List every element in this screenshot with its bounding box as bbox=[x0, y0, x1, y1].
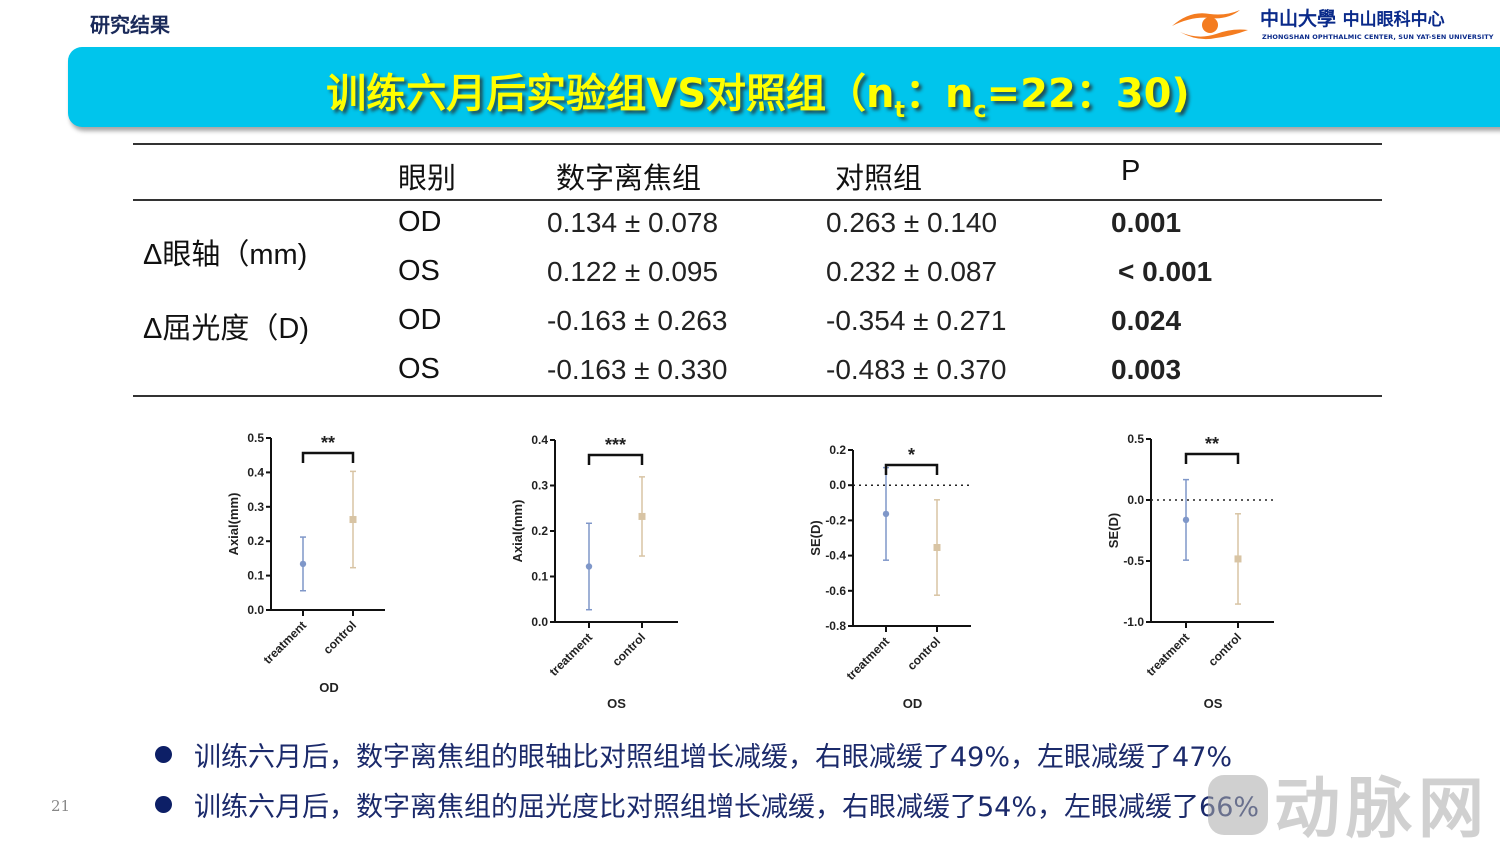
y-tick-label: 0.4 bbox=[531, 433, 548, 447]
y-tick-label: -0.4 bbox=[825, 549, 846, 563]
page-number: 21 bbox=[51, 797, 71, 815]
treatment-mean-point bbox=[299, 560, 307, 568]
control-mean-point bbox=[349, 516, 357, 524]
row-p: 0.024 bbox=[1111, 305, 1182, 336]
logo: 中山大學 中山眼科中心 ZHONGSHAN OPHTHALMIC CENTER,… bbox=[1170, 2, 1494, 44]
x-axis-label: OS bbox=[1204, 696, 1223, 711]
row-eye: OD bbox=[398, 304, 442, 336]
row-treatment: -0.163 ± 0.330 bbox=[547, 354, 728, 385]
y-tick-label: 0.2 bbox=[531, 524, 548, 538]
logo-cn-name: 中山大學 中山眼科中心 bbox=[1260, 8, 1445, 30]
table-bottom-rule bbox=[133, 395, 1382, 397]
bullet-dot-icon bbox=[155, 746, 172, 763]
control-mean-point bbox=[638, 512, 646, 520]
bullet-dot-icon bbox=[155, 796, 172, 813]
treatment-mean-point bbox=[585, 563, 593, 570]
y-axis-label: SE(D) bbox=[1106, 513, 1121, 548]
significance-bracket bbox=[1184, 452, 1240, 464]
x-category-label: control bbox=[1205, 630, 1244, 669]
row-p: < 0.001 bbox=[1118, 256, 1213, 287]
y-tick-label: 0.5 bbox=[1127, 432, 1144, 446]
x-category-label: treatment bbox=[1144, 630, 1193, 679]
row-eye: OS bbox=[398, 353, 440, 385]
eye-logo-icon bbox=[1172, 10, 1248, 40]
y-tick-label: 0.0 bbox=[1127, 493, 1144, 507]
x-axis-label: OD bbox=[319, 680, 339, 695]
y-tick-label: 0.4 bbox=[247, 465, 264, 479]
x-axis-label: OS bbox=[607, 696, 626, 711]
row-control: -0.483 ± 0.370 bbox=[826, 354, 1007, 385]
significance-stars: ** bbox=[321, 433, 335, 453]
treatment-mean-point bbox=[882, 510, 890, 518]
bullet-item: 训练六月后，数字离焦组的眼轴比对照组增长减缓，右眼减缓了49%，左眼减缓了47% bbox=[155, 735, 1259, 785]
header-control: 对照组 bbox=[835, 163, 923, 195]
significance-bracket bbox=[587, 453, 644, 465]
table-header-rule bbox=[133, 199, 1382, 201]
y-tick-label: 0.3 bbox=[531, 479, 548, 493]
row-treatment: -0.163 ± 0.263 bbox=[547, 305, 728, 336]
title-bar: 训练六月后实验组VS对照组（nt：nc=22：30) bbox=[68, 47, 1500, 127]
y-axis-label: Axial(mm) bbox=[510, 500, 525, 563]
summary-bullets: 训练六月后，数字离焦组的眼轴比对照组增长减缓，右眼减缓了49%，左眼减缓了47%… bbox=[155, 735, 1259, 835]
row-eye: OS bbox=[398, 255, 440, 287]
control-mean-point bbox=[1234, 555, 1242, 563]
header-p: P bbox=[1121, 155, 1141, 187]
slide-title: 训练六月后实验组VS对照组（nt：nc=22：30) bbox=[326, 71, 1190, 123]
row-control: 0.263 ± 0.140 bbox=[826, 207, 998, 238]
y-tick-label: 0.0 bbox=[829, 478, 846, 492]
row-control: 0.232 ± 0.087 bbox=[826, 256, 998, 287]
y-tick-label: 0.2 bbox=[247, 534, 264, 548]
y-axis-label: SE(D) bbox=[808, 520, 823, 555]
group-label-refraction: Δ屈光度（D) bbox=[143, 313, 309, 345]
y-tick-label: -0.5 bbox=[1123, 554, 1144, 568]
row-p: 0.003 bbox=[1111, 354, 1182, 385]
row-p: 0.001 bbox=[1111, 207, 1182, 238]
significance-bracket bbox=[884, 463, 939, 475]
significance-stars: * bbox=[908, 445, 915, 465]
watermark-logo-icon bbox=[1208, 775, 1268, 835]
group-label-axial: Δ眼轴（mm) bbox=[143, 239, 308, 271]
y-tick-label: 0.5 bbox=[247, 431, 264, 445]
table-top-rule bbox=[133, 143, 1382, 145]
row-control: -0.354 ± 0.271 bbox=[826, 305, 1007, 336]
x-axis-label: OD bbox=[903, 696, 923, 711]
row-eye: OD bbox=[398, 206, 442, 238]
row-treatment: 0.134 ± 0.078 bbox=[547, 207, 719, 238]
section-label: 研究结果 bbox=[90, 13, 170, 37]
row-treatment: 0.122 ± 0.095 bbox=[547, 256, 719, 287]
significance-bracket bbox=[301, 451, 355, 463]
control-mean-point bbox=[933, 544, 941, 552]
treatment-mean-point bbox=[1182, 516, 1190, 524]
bullet-item: 训练六月后，数字离焦组的屈光度比对照组增长减缓，右眼减缓了54%，左眼减缓了66… bbox=[155, 785, 1259, 835]
y-tick-label: 0.3 bbox=[247, 500, 264, 514]
watermark: 动脉网 bbox=[1208, 755, 1490, 844]
y-tick-label: -0.2 bbox=[825, 513, 846, 527]
header-eye: 眼别 bbox=[398, 163, 457, 195]
y-tick-label: -0.8 bbox=[825, 619, 846, 633]
y-axis-label: Axial(mm) bbox=[226, 493, 241, 556]
y-tick-label: -1.0 bbox=[1123, 615, 1144, 629]
y-tick-label: 0.2 bbox=[829, 443, 846, 457]
y-tick-label: 0.0 bbox=[247, 603, 264, 617]
significance-stars: *** bbox=[605, 435, 626, 455]
significance-stars: ** bbox=[1205, 434, 1219, 454]
y-tick-label: 0.1 bbox=[247, 569, 264, 583]
header-treatment: 数字离焦组 bbox=[556, 163, 702, 195]
logo-en-name: ZHONGSHAN OPHTHALMIC CENTER, SUN YAT-SEN… bbox=[1262, 33, 1494, 41]
y-tick-label: 0.0 bbox=[531, 615, 548, 629]
y-tick-label: -0.6 bbox=[825, 584, 846, 598]
y-tick-label: 0.1 bbox=[531, 570, 548, 584]
